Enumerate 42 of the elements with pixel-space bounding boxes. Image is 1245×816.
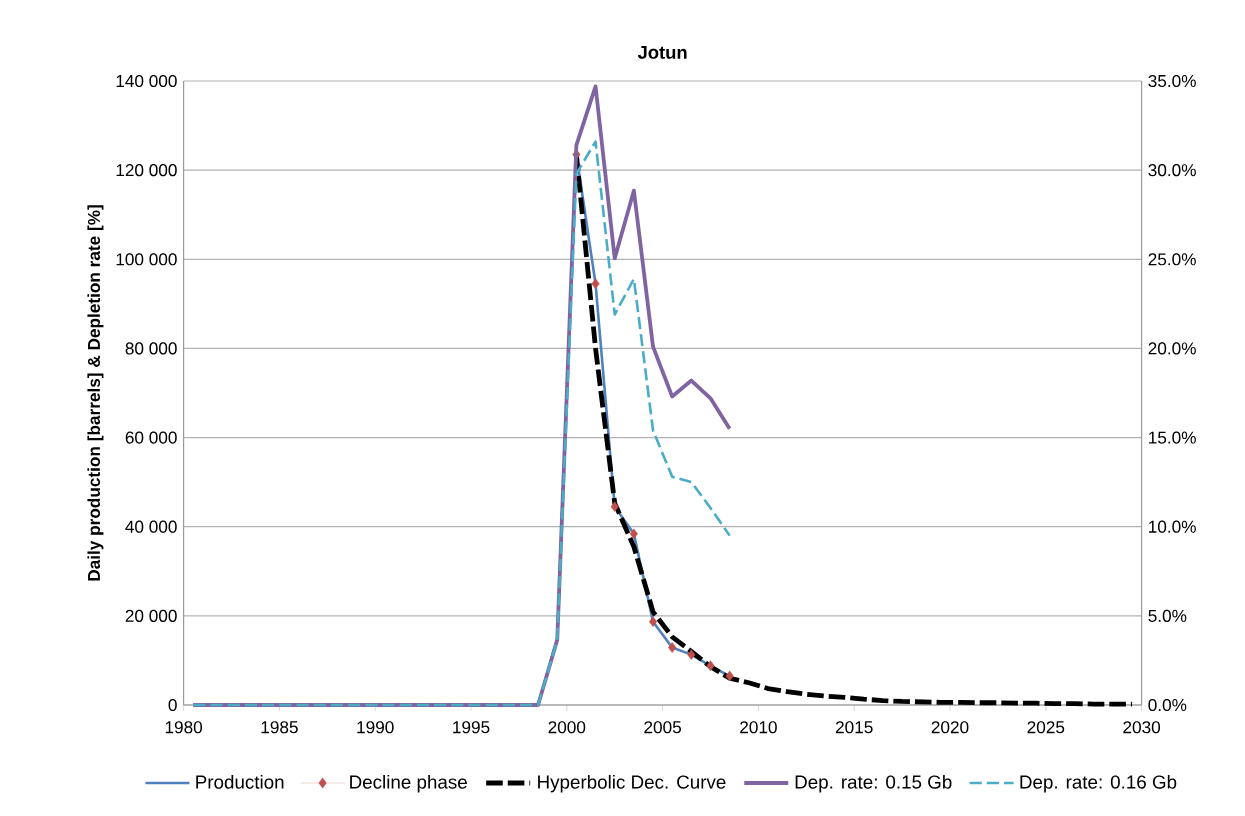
x-tick-label: 2000 (548, 721, 586, 734)
point (668, 642, 677, 653)
point (706, 660, 715, 672)
y2-tick-label: 15.0% (1149, 431, 1196, 444)
x-tick-label: 2010 (740, 721, 777, 734)
point (610, 501, 619, 512)
x-tick-label: 2030 (1123, 721, 1161, 734)
y-tick-label: 0 (168, 698, 177, 712)
legend-label: Production (196, 774, 284, 789)
y2-tick-label: 0.0% (1148, 698, 1187, 712)
x-tick-label: 2015 (835, 721, 873, 734)
x-tick-label: 2005 (644, 721, 682, 734)
y2-tick-label: 20.0% (1148, 342, 1196, 355)
x-tick-label: 1980 (165, 721, 203, 734)
x-tick-label: 2025 (1027, 721, 1065, 734)
y-tick-label: 60 000 (125, 431, 177, 444)
legend-label: Dep. rate: 0.15 Gb (795, 774, 952, 793)
y2-tick-label: 5.0% (1148, 609, 1187, 622)
y2-tick-label: 25.0% (1148, 253, 1196, 266)
point (591, 278, 600, 290)
y2-tick-label: 10.0% (1149, 520, 1196, 533)
point (629, 528, 638, 540)
x-tick-label: 1985 (261, 721, 298, 734)
x-tick-label: 1995 (453, 721, 490, 734)
x-tick-label: 2020 (931, 721, 969, 734)
point (649, 616, 658, 627)
y-tick-label: 100 000 (116, 253, 177, 266)
legend-label: Decline phase (350, 774, 467, 793)
chart-title: Jotun (637, 46, 687, 59)
y2-tick-label: 30.0% (1148, 164, 1196, 177)
y-tick-label: 40 000 (125, 520, 177, 533)
point (725, 670, 734, 682)
y-tick-label: 120 000 (116, 164, 177, 177)
y-axis-title: Daily production [barrels] & Depletion rate [%] (87, 205, 104, 581)
y2-tick-label: 35.0% (1148, 74, 1196, 88)
x-tick-label: 1990 (357, 721, 394, 734)
y-tick-label: 140 000 (116, 74, 177, 88)
y-tick-label: 20 000 (125, 609, 177, 622)
legend-label: Dep. rate: 0.16 Gb (1020, 774, 1177, 793)
legend-label: Hyperbolic Dec. Curve (538, 774, 726, 793)
point (687, 649, 696, 660)
y-tick-label: 80 000 (125, 342, 177, 355)
